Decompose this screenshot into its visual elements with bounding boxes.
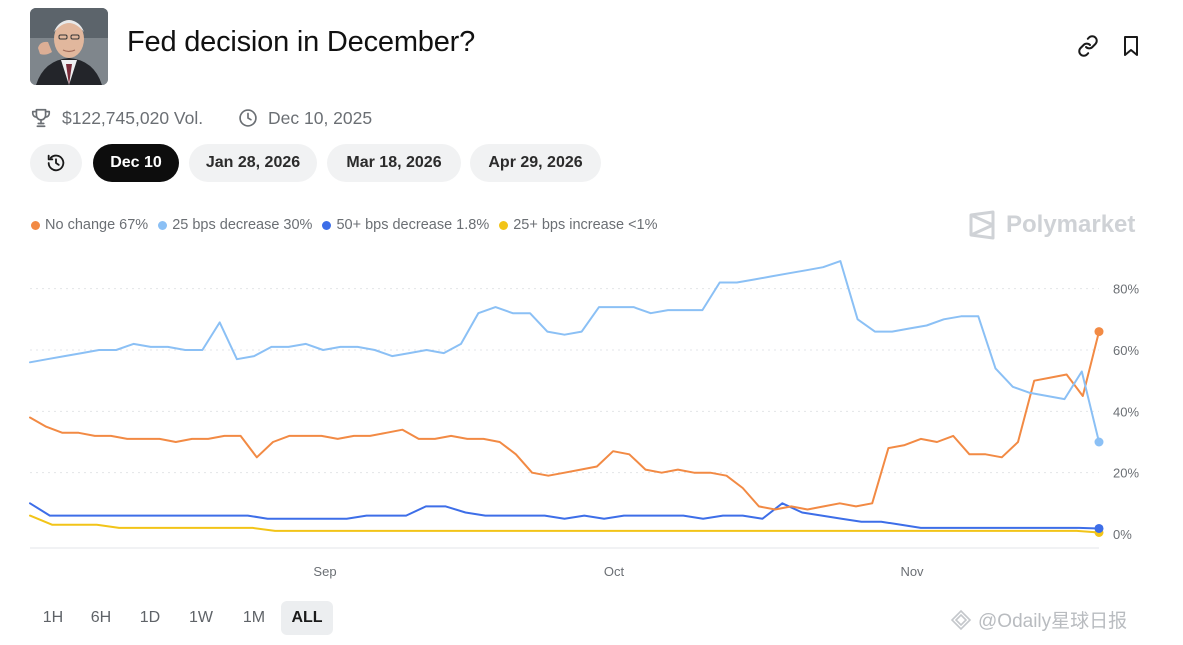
volume-text: $122,745,020 Vol. xyxy=(62,107,204,128)
legend-dot xyxy=(322,220,332,230)
history-button[interactable] xyxy=(30,144,82,182)
legend-label: 25+ bps increase <1% xyxy=(513,217,658,233)
range-1m[interactable]: 1M xyxy=(242,609,266,626)
clock-icon xyxy=(239,109,257,127)
series-end-point xyxy=(1094,327,1104,337)
legend-dot xyxy=(31,220,40,230)
series-line xyxy=(29,514,1100,534)
market-image xyxy=(30,8,108,85)
end-date-text: Dec 10, 2025 xyxy=(268,107,373,128)
polymarket-icon xyxy=(969,210,995,240)
watermark-text: @Odaily星球日报 xyxy=(978,611,1128,632)
range-all[interactable]: ALL xyxy=(281,601,333,635)
y-tick-label: 40% xyxy=(1113,404,1139,419)
chart-legend: No change 67% 25 bps decrease 30% 50+ bp… xyxy=(31,217,668,233)
range-1d[interactable]: 1D xyxy=(139,609,161,626)
date-tab-1[interactable]: Jan 28, 2026 xyxy=(189,144,317,182)
legend-item-25-increase[interactable]: 25+ bps increase <1% xyxy=(499,217,658,233)
history-icon xyxy=(47,154,65,172)
range-1h[interactable]: 1H xyxy=(42,609,64,626)
y-tick-label: 20% xyxy=(1113,466,1139,481)
series-end-point xyxy=(1094,437,1104,447)
end-date-stat: Dec 10, 2025 xyxy=(238,106,372,130)
link-icon[interactable] xyxy=(1076,34,1100,58)
series-line xyxy=(29,502,1100,530)
legend-dot xyxy=(158,220,168,230)
series-end-point xyxy=(1094,523,1104,533)
series-line xyxy=(29,260,1100,443)
legend-label: 50+ bps decrease 1.8% xyxy=(336,217,490,233)
volume-stat: $122,745,020 Vol. xyxy=(30,106,203,130)
y-tick-label: 80% xyxy=(1113,282,1139,297)
x-tick-label: Nov xyxy=(900,564,924,579)
brand-name: Polymarket xyxy=(1006,211,1136,238)
legend-item-25-decrease[interactable]: 25 bps decrease 30% xyxy=(158,217,312,233)
series-line xyxy=(29,330,1100,511)
trophy-icon xyxy=(31,108,51,128)
date-tab-3[interactable]: Apr 29, 2026 xyxy=(470,144,601,182)
bookmark-icon[interactable] xyxy=(1119,34,1143,58)
legend-label: No change 67% xyxy=(45,217,149,233)
date-tab-0[interactable]: Dec 10 xyxy=(93,144,179,182)
legend-label: 25 bps decrease 30% xyxy=(172,217,313,233)
x-tick-label: Sep xyxy=(313,564,336,579)
legend-item-50-decrease[interactable]: 50+ bps decrease 1.8% xyxy=(322,217,489,233)
y-tick-label: 60% xyxy=(1113,343,1139,358)
watermark: @Odaily星球日报 xyxy=(950,606,1127,633)
legend-item-no-change[interactable]: No change 67% xyxy=(31,217,148,233)
date-tab-2[interactable]: Mar 18, 2026 xyxy=(327,144,461,182)
legend-dot xyxy=(499,220,509,230)
range-6h[interactable]: 6H xyxy=(90,609,112,626)
polymarket-logo: Polymarket xyxy=(968,210,1135,240)
watermark-logo-icon xyxy=(950,609,972,630)
x-tick-label: Oct xyxy=(604,564,625,579)
page-title: Fed decision in December? xyxy=(127,26,476,58)
range-1w[interactable]: 1W xyxy=(189,609,213,626)
y-tick-label: 0% xyxy=(1113,527,1132,542)
